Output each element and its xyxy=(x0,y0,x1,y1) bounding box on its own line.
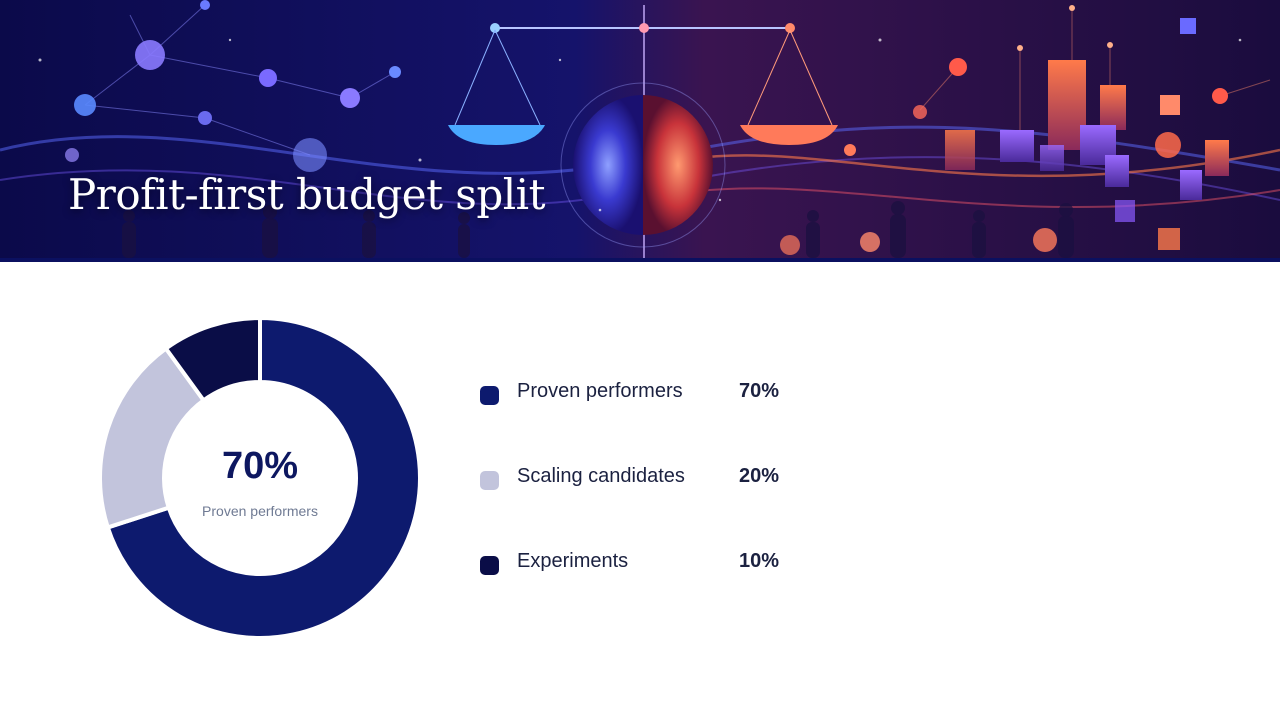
legend-swatch-proven xyxy=(480,386,499,405)
donut-slice-proven xyxy=(105,315,422,640)
legend-label-proven: Proven performers xyxy=(517,380,683,402)
donut-slice-scaling xyxy=(98,345,207,530)
legend-label-scaling: Scaling candidates xyxy=(517,465,685,487)
legend-value-experiments: 10% xyxy=(739,550,780,572)
legend-label-experiments: Experiments xyxy=(517,550,629,572)
donut-chart xyxy=(98,315,422,640)
legend-value-scaling: 20% xyxy=(739,465,780,487)
legend-swatch-experiments xyxy=(480,556,499,575)
slide-title: Profit-first budget split xyxy=(68,170,545,219)
legend-value-proven: 70% xyxy=(739,380,780,402)
donut-slice-experiments xyxy=(163,315,262,404)
donut-center-value: 70% xyxy=(221,445,299,487)
donut-center-label: Proven performers xyxy=(202,503,318,519)
legend-swatch-scaling xyxy=(480,471,499,490)
header-banner-image xyxy=(0,0,1280,262)
